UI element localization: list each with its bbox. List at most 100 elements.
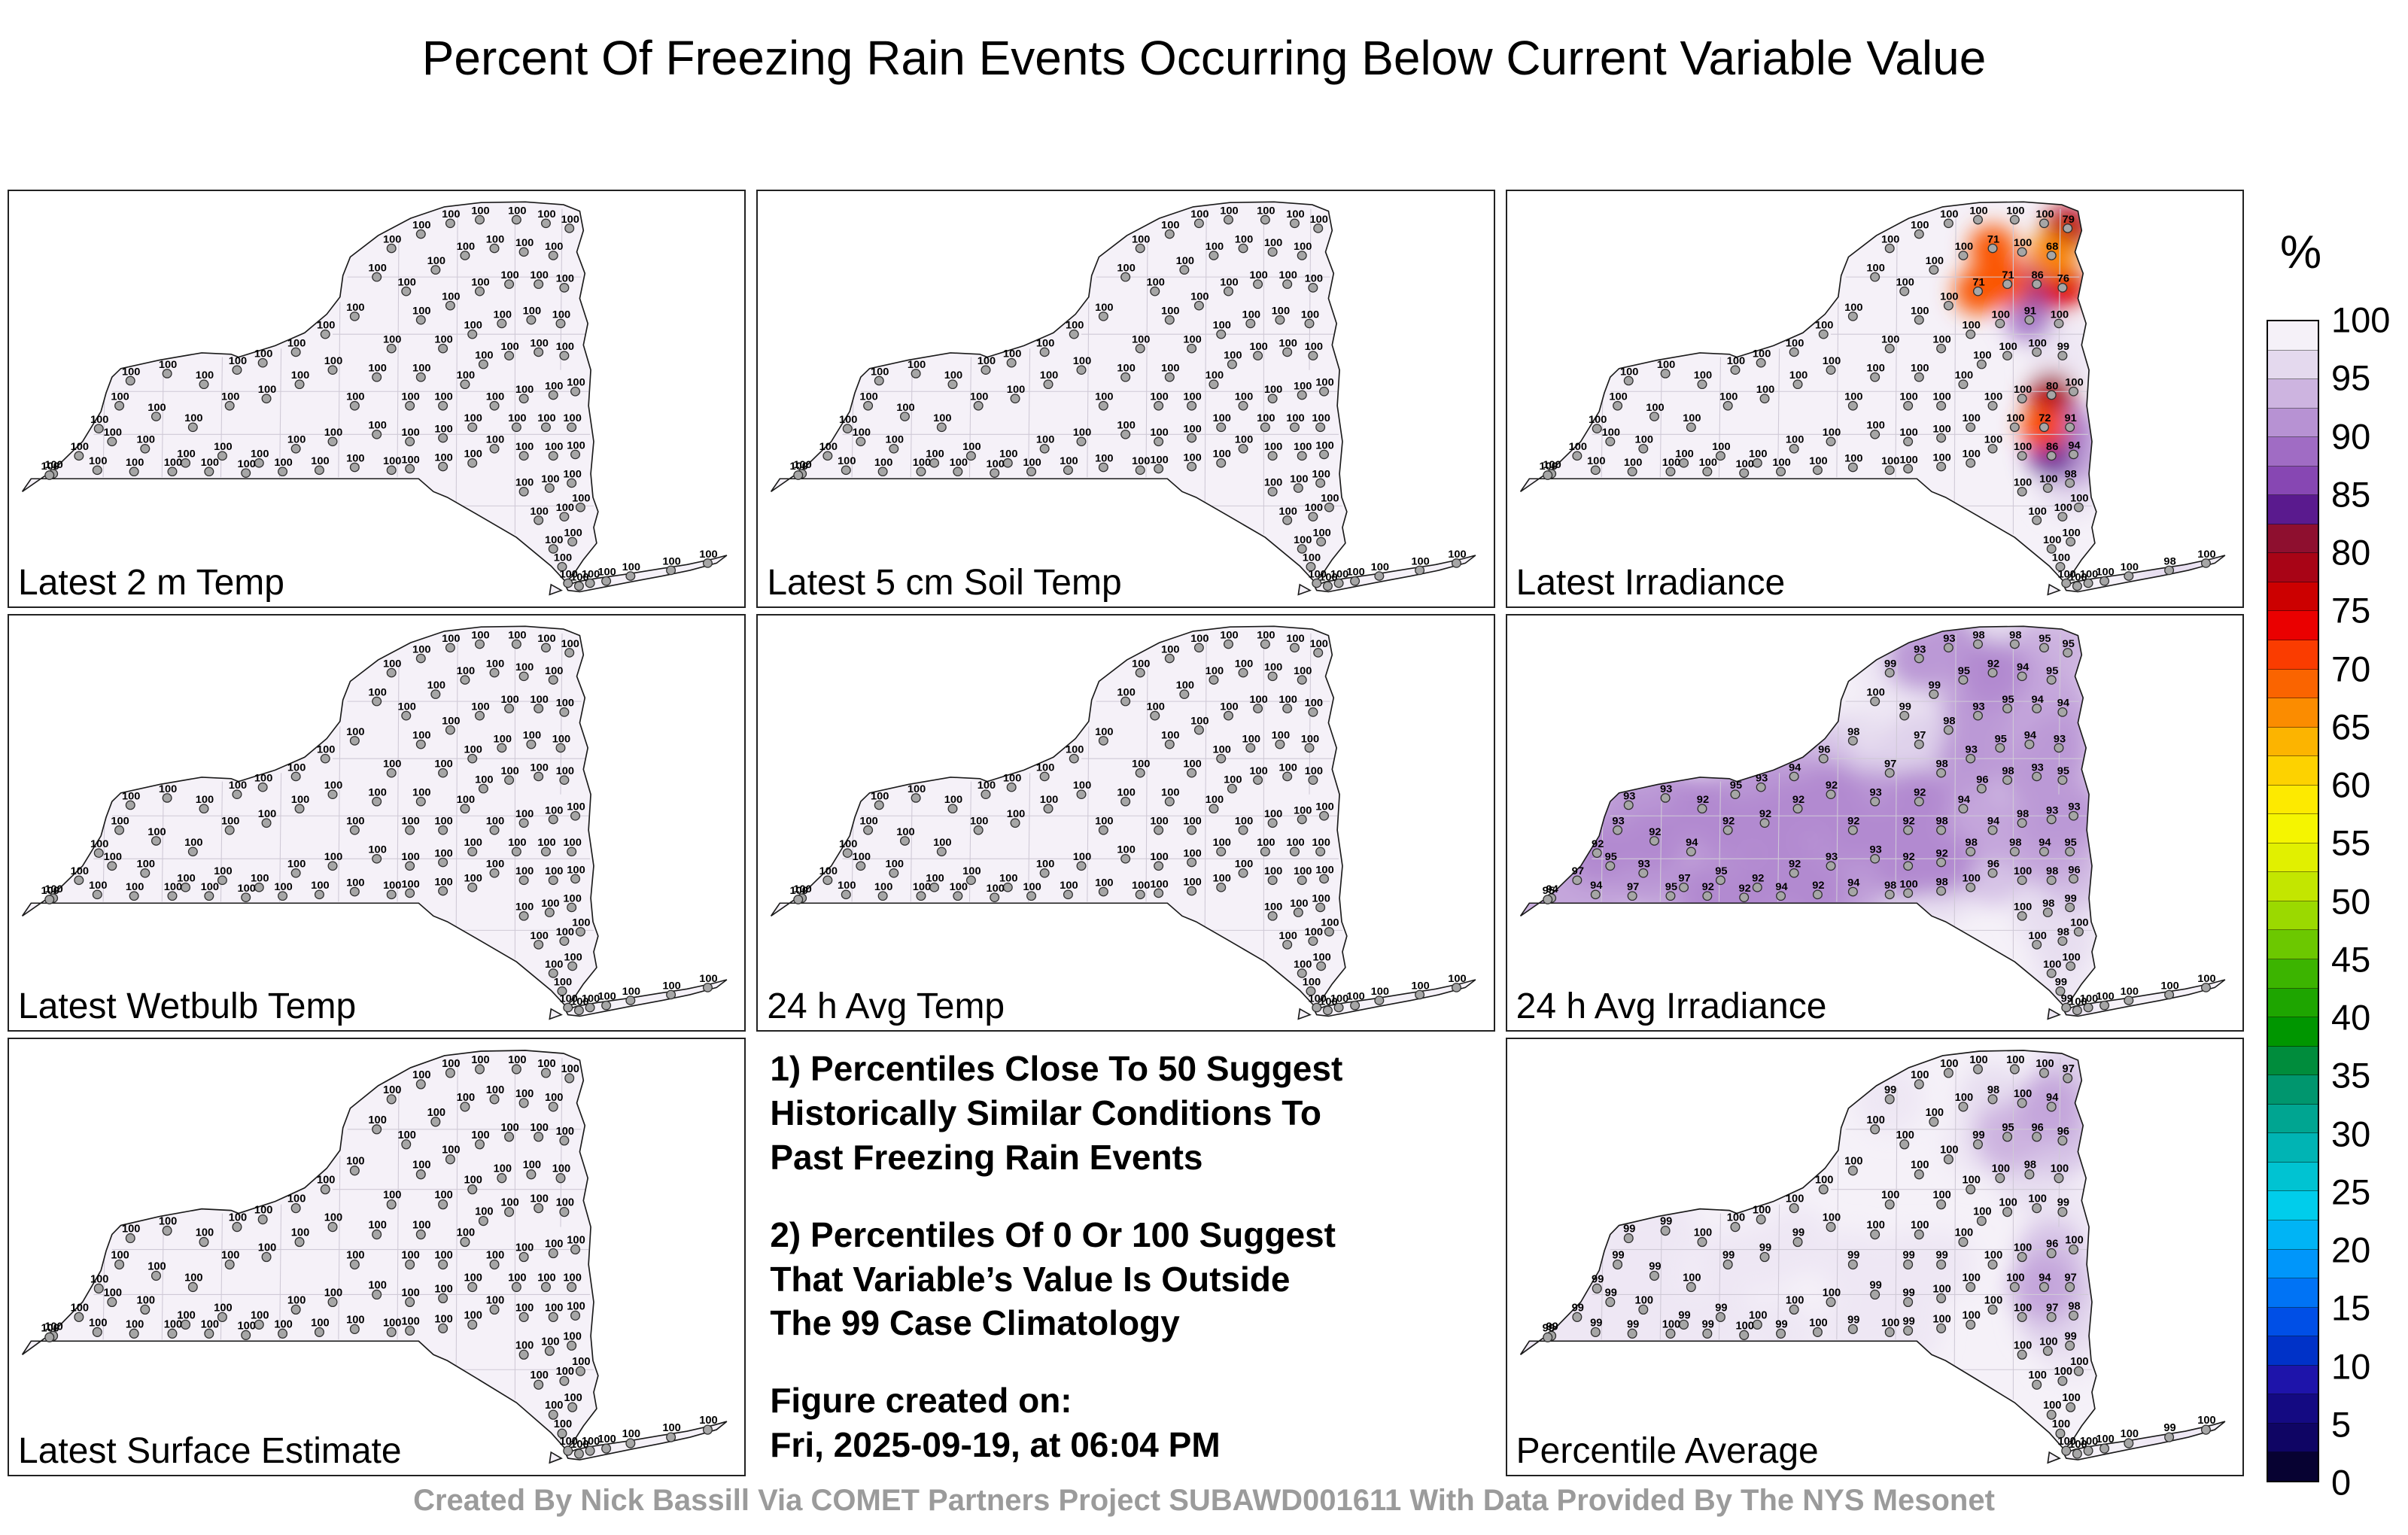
station-marker: 100 xyxy=(2054,502,2072,521)
svg-text:95: 95 xyxy=(1994,733,2006,745)
svg-text:93: 93 xyxy=(2068,801,2080,813)
svg-text:100: 100 xyxy=(545,804,563,816)
svg-text:100: 100 xyxy=(2039,1336,2057,1348)
svg-text:94: 94 xyxy=(2057,697,2069,709)
station-marker: 100 xyxy=(471,1054,490,1074)
svg-text:100: 100 xyxy=(500,1196,518,1208)
svg-text:100: 100 xyxy=(1117,786,1136,798)
station-marker: 100 xyxy=(464,320,482,339)
station-marker: 100 xyxy=(839,838,858,858)
station-marker: 100 xyxy=(486,1084,504,1105)
station-marker: 95 xyxy=(1957,665,1970,685)
station-marker: 100 xyxy=(1312,892,1330,912)
station-marker: 100 xyxy=(597,1433,616,1454)
station-marker: 100 xyxy=(412,305,431,325)
colorbar-tick-label: 75 xyxy=(2331,590,2371,631)
station-marker: 100 xyxy=(1095,725,1114,746)
colorbar-tick-label: 15 xyxy=(2331,1287,2371,1328)
svg-text:100: 100 xyxy=(434,424,452,436)
svg-text:100: 100 xyxy=(1117,420,1136,432)
station-marker: 100 xyxy=(1866,1219,1885,1240)
svg-text:100: 100 xyxy=(1312,892,1330,904)
svg-text:100: 100 xyxy=(196,369,214,381)
svg-text:100: 100 xyxy=(1257,205,1275,217)
svg-text:100: 100 xyxy=(427,1107,445,1119)
svg-text:100: 100 xyxy=(1023,457,1041,469)
station-marker: 100 xyxy=(2014,1088,2032,1108)
station-marker: 100 xyxy=(1320,571,1338,591)
svg-text:100: 100 xyxy=(1896,1129,1914,1141)
station-marker: 100 xyxy=(486,815,504,835)
station-marker: 100 xyxy=(582,992,600,1012)
station-marker: 100 xyxy=(564,527,582,547)
svg-text:71: 71 xyxy=(1972,277,1984,289)
station-marker: 100 xyxy=(963,865,981,885)
station-marker: 100 xyxy=(1321,493,1339,512)
station-marker: 100 xyxy=(1984,391,2002,411)
station-marker: 100 xyxy=(2062,1392,2080,1412)
station-marker: 100 xyxy=(401,391,420,411)
colorbar-band xyxy=(2268,988,2318,1018)
station-marker: 100 xyxy=(1264,237,1283,257)
svg-text:100: 100 xyxy=(368,363,386,375)
svg-text:100: 100 xyxy=(567,801,585,813)
station-marker: 100 xyxy=(1161,220,1180,239)
colorbar-tick-label: 90 xyxy=(2331,416,2371,456)
station-marker: 100 xyxy=(556,502,574,521)
svg-text:96: 96 xyxy=(1818,743,1830,755)
svg-text:100: 100 xyxy=(1932,424,1950,436)
svg-text:100: 100 xyxy=(1693,1226,1711,1239)
svg-text:100: 100 xyxy=(2062,951,2080,963)
station-marker: 100 xyxy=(1749,448,1767,468)
svg-text:100: 100 xyxy=(1132,234,1150,246)
svg-text:100: 100 xyxy=(508,629,526,641)
station-marker: 100 xyxy=(401,815,420,835)
svg-text:100: 100 xyxy=(1973,350,1991,362)
station-marker: 100 xyxy=(1305,926,1323,946)
svg-text:100: 100 xyxy=(2070,1356,2088,1368)
svg-text:71: 71 xyxy=(1987,234,1999,246)
svg-text:100: 100 xyxy=(523,1160,541,1172)
station-marker: 100 xyxy=(368,686,387,706)
station-marker: 100 xyxy=(515,901,534,921)
svg-text:100: 100 xyxy=(1301,733,1319,745)
station-marker: 100 xyxy=(254,348,272,368)
station-marker: 100 xyxy=(1962,1175,1981,1195)
svg-text:100: 100 xyxy=(442,715,460,727)
station-marker: 100 xyxy=(2062,527,2080,547)
svg-text:100: 100 xyxy=(530,694,548,706)
station-marker: 94 xyxy=(1789,761,1801,781)
svg-text:100: 100 xyxy=(563,892,581,904)
station-marker: 100 xyxy=(1749,1309,1767,1330)
svg-text:100: 100 xyxy=(913,881,931,893)
station-marker: 93 xyxy=(1943,633,1955,652)
svg-text:100: 100 xyxy=(597,990,616,1002)
colorbar-band xyxy=(2268,843,2318,873)
station-marker: 100 xyxy=(2197,549,2215,568)
svg-text:100: 100 xyxy=(563,837,581,849)
svg-text:100: 100 xyxy=(1786,1294,1804,1306)
svg-text:100: 100 xyxy=(556,502,574,514)
station-marker: 100 xyxy=(523,729,541,749)
station-marker: 100 xyxy=(552,733,570,752)
svg-text:100: 100 xyxy=(159,1215,177,1227)
station-marker: 98 xyxy=(1987,1084,1999,1105)
svg-text:100: 100 xyxy=(1940,291,1958,303)
station-marker: 100 xyxy=(122,366,140,386)
station-marker: 94 xyxy=(2031,694,2043,713)
station-marker: 100 xyxy=(1620,366,1638,386)
station-marker: 100 xyxy=(977,355,996,375)
svg-text:100: 100 xyxy=(2160,980,2178,992)
station-marker: 100 xyxy=(434,424,453,443)
svg-text:99: 99 xyxy=(2057,341,2069,353)
station-marker: 100 xyxy=(1896,277,1914,296)
svg-text:92: 92 xyxy=(1792,794,1804,806)
station-marker: 100 xyxy=(541,473,560,493)
svg-text:100: 100 xyxy=(541,1336,559,1348)
station-marker: 100 xyxy=(1036,338,1055,357)
county-borders xyxy=(842,205,1343,535)
station-marker: 100 xyxy=(159,359,177,378)
colorbar-tick-label: 95 xyxy=(2331,357,2371,398)
svg-text:100: 100 xyxy=(412,643,430,655)
station-marker: 100 xyxy=(1911,305,1929,325)
